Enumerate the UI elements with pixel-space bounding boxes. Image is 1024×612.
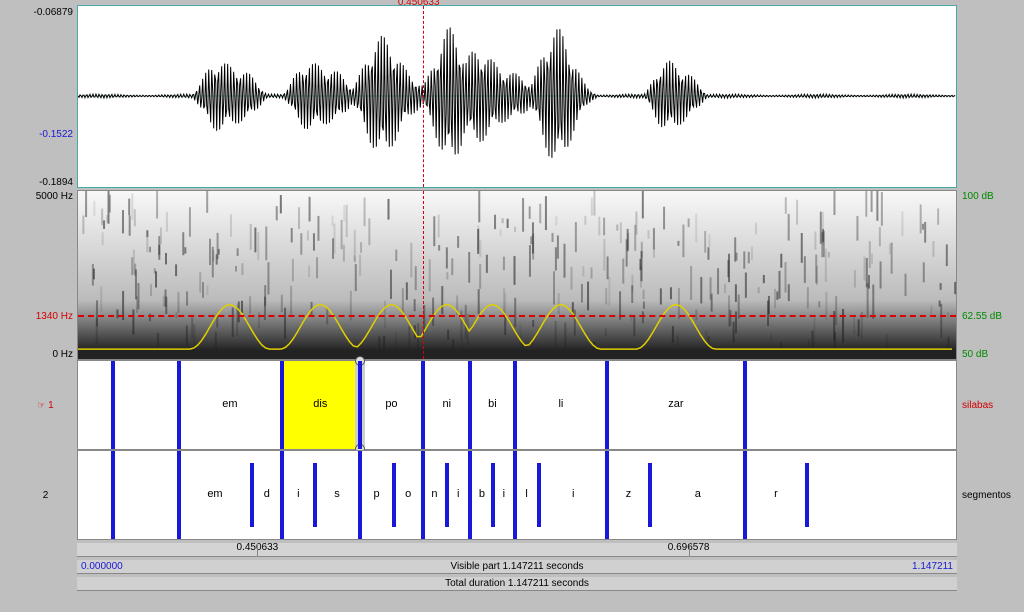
boundary[interactable] (491, 463, 495, 527)
boundary[interactable] (743, 361, 747, 449)
segment-label[interactable]: po (385, 398, 397, 410)
segment-label[interactable]: i (503, 488, 505, 500)
boundary[interactable] (537, 463, 541, 527)
tier1-name: silabas (962, 400, 993, 411)
boundary[interactable] (177, 361, 181, 449)
boundary[interactable] (250, 463, 254, 527)
segment-label[interactable]: i (457, 488, 459, 500)
waveform-ytop: -0.06879 (18, 7, 73, 18)
boundary[interactable] (468, 451, 472, 539)
boundary[interactable] (111, 361, 115, 449)
segment-label[interactable]: r (774, 488, 778, 500)
boundary[interactable] (280, 451, 284, 539)
spectrogram-panel[interactable] (77, 190, 957, 360)
spec-freq-top: 5000 Hz (18, 191, 73, 202)
timebar-end: 1.147211 (912, 560, 953, 574)
timebar-visible[interactable]: 0.000000 Visible part 1.147211 seconds 1… (77, 560, 957, 574)
timebar-visible-text: Visible part 1.147211 seconds (450, 561, 583, 572)
boundary[interactable] (358, 451, 362, 539)
boundary[interactable] (111, 451, 115, 539)
waveform-svg (78, 6, 956, 187)
tier2-name: segmentos (962, 490, 1011, 501)
spec-db-bot: 50 dB (962, 349, 988, 360)
spec-freq-mark: 1340 Hz (18, 311, 73, 322)
segment-label[interactable]: em (222, 398, 237, 410)
timebar-ticks[interactable]: 0.4506330.696578 (77, 543, 957, 557)
boundary[interactable] (177, 451, 181, 539)
spec-freq-line (78, 315, 956, 317)
waveform-ymid: -0.1522 (18, 129, 73, 140)
boundary[interactable] (805, 463, 809, 527)
timebar-total-text: Total duration 1.147211 seconds (445, 578, 589, 589)
segment-label[interactable]: li (558, 398, 563, 410)
boundary[interactable] (605, 451, 609, 539)
segment-label[interactable]: l (525, 488, 527, 500)
spec-db-mark: 62.55 dB (962, 311, 1002, 322)
segment-label[interactable]: i (572, 488, 574, 500)
segment-label[interactable]: z (626, 488, 632, 500)
tier2-index: 2 (18, 490, 73, 501)
segment-label[interactable]: em (207, 488, 222, 500)
spectrogram-svg (78, 191, 956, 359)
boundary[interactable] (513, 361, 517, 449)
spec-cursor (423, 191, 424, 359)
boundary[interactable] (605, 361, 609, 449)
segment-label[interactable]: zar (668, 398, 683, 410)
tier1-panel[interactable]: em dis po ni bi li zar (77, 360, 957, 450)
segment-label[interactable]: i (297, 488, 299, 500)
tier1-index: ☞ 1 (18, 400, 73, 411)
boundary[interactable] (421, 361, 425, 449)
segment-label[interactable]: a (695, 488, 701, 500)
boundary[interactable] (513, 451, 517, 539)
tier2-panel[interactable]: em d i s p o n i b i l i z a r (77, 450, 957, 540)
boundary[interactable] (445, 463, 449, 527)
boundary[interactable] (743, 451, 747, 539)
boundary[interactable] (421, 451, 425, 539)
segment-label[interactable]: n (431, 488, 437, 500)
segment-label[interactable]: b (479, 488, 485, 500)
timebar-total[interactable]: Total duration 1.147211 seconds (77, 577, 957, 591)
boundary[interactable] (648, 463, 652, 527)
boundary[interactable] (358, 361, 362, 449)
segment-label[interactable]: dis (313, 398, 327, 410)
waveform-cursor (423, 6, 424, 187)
segment-label[interactable]: s (334, 488, 340, 500)
segment-label[interactable]: p (373, 488, 379, 500)
boundary[interactable] (313, 463, 317, 527)
segment-label[interactable]: bi (488, 398, 497, 410)
spec-freq-bot: 0 Hz (18, 349, 73, 360)
waveform-ybot: -0.1894 (18, 177, 73, 188)
editor-container: 0.450633 -0.06879 -0.1522 -0.1894 5000 H… (10, 5, 1014, 602)
boundary[interactable] (468, 361, 472, 449)
waveform-panel[interactable] (77, 5, 957, 188)
boundary[interactable] (392, 463, 396, 527)
segment-label[interactable]: ni (442, 398, 451, 410)
segment-label[interactable]: d (264, 488, 270, 500)
spec-db-top: 100 dB (962, 191, 994, 202)
timebar-start: 0.000000 (81, 560, 123, 574)
segment-label[interactable]: o (405, 488, 411, 500)
boundary[interactable] (280, 361, 284, 449)
